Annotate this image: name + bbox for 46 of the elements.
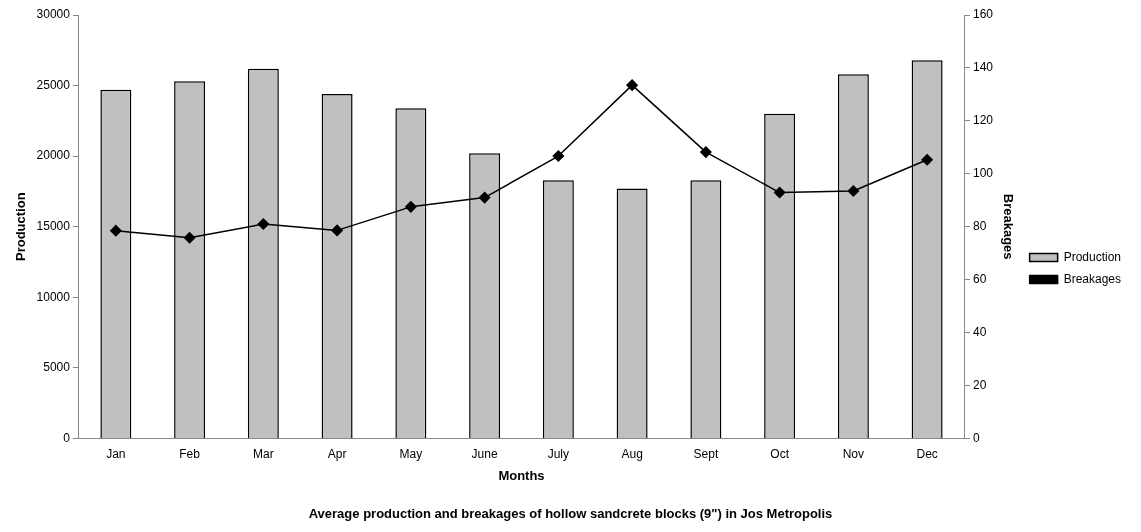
- y2-tick-label: 40: [973, 324, 987, 339]
- point: [478, 191, 491, 204]
- y2-tick-label: 0: [973, 430, 981, 445]
- x-tick-label: Mar: [253, 446, 274, 461]
- point: [183, 232, 196, 244]
- y-axis-title: Production: [13, 192, 29, 261]
- point: [700, 146, 712, 158]
- x-axis-title: Months: [498, 468, 545, 484]
- y2-tick-label: 80: [973, 219, 987, 234]
- y2-tick-label: 20: [973, 377, 987, 392]
- x-tick-label: Sept: [693, 446, 719, 461]
- legend-label: Production: [1063, 249, 1122, 264]
- point: [773, 186, 786, 199]
- x-tick-label: Nov: [842, 446, 865, 461]
- y-tick-label: 10000: [36, 289, 71, 304]
- y2-tick-label: 140: [973, 60, 994, 75]
- y-tick-label: 25000: [36, 77, 71, 92]
- y2-tick-label: 160: [973, 7, 994, 22]
- point: [847, 185, 860, 197]
- y-tick-label: 15000: [36, 219, 71, 234]
- y-tick-label: 5000: [43, 360, 71, 375]
- legend-label: Breakages: [1063, 271, 1122, 286]
- x-tick-label: Dec: [916, 446, 938, 461]
- y-tick-label: 30000: [36, 7, 71, 22]
- point: [921, 154, 933, 166]
- point: [552, 150, 565, 162]
- x-tick-label: Oct: [770, 446, 790, 461]
- point: [626, 79, 638, 91]
- y-tick-label: 20000: [36, 148, 71, 163]
- x-tick-label: July: [547, 446, 570, 461]
- text: Average production and breakages of hollow sandcrete blocks (9") in Jos Metropolis: [308, 505, 833, 521]
- x-tick-label: Aug: [621, 446, 643, 461]
- point: [110, 224, 122, 237]
- point: [405, 201, 417, 213]
- point: [257, 218, 270, 230]
- point: [331, 224, 343, 237]
- x-tick-label: June: [471, 446, 498, 461]
- y2-axis-title: Breakages: [1001, 193, 1017, 260]
- x-tick-label: May: [399, 446, 423, 461]
- y2-tick-label: 60: [973, 271, 987, 286]
- x-tick-label: Feb: [179, 446, 201, 461]
- y2-tick-label: 120: [973, 113, 994, 128]
- x-tick-label: Apr: [327, 446, 347, 461]
- y2-tick-label: 100: [973, 166, 994, 181]
- x-tick-label: Jan: [106, 446, 126, 461]
- y-tick-label: 0: [63, 430, 71, 445]
